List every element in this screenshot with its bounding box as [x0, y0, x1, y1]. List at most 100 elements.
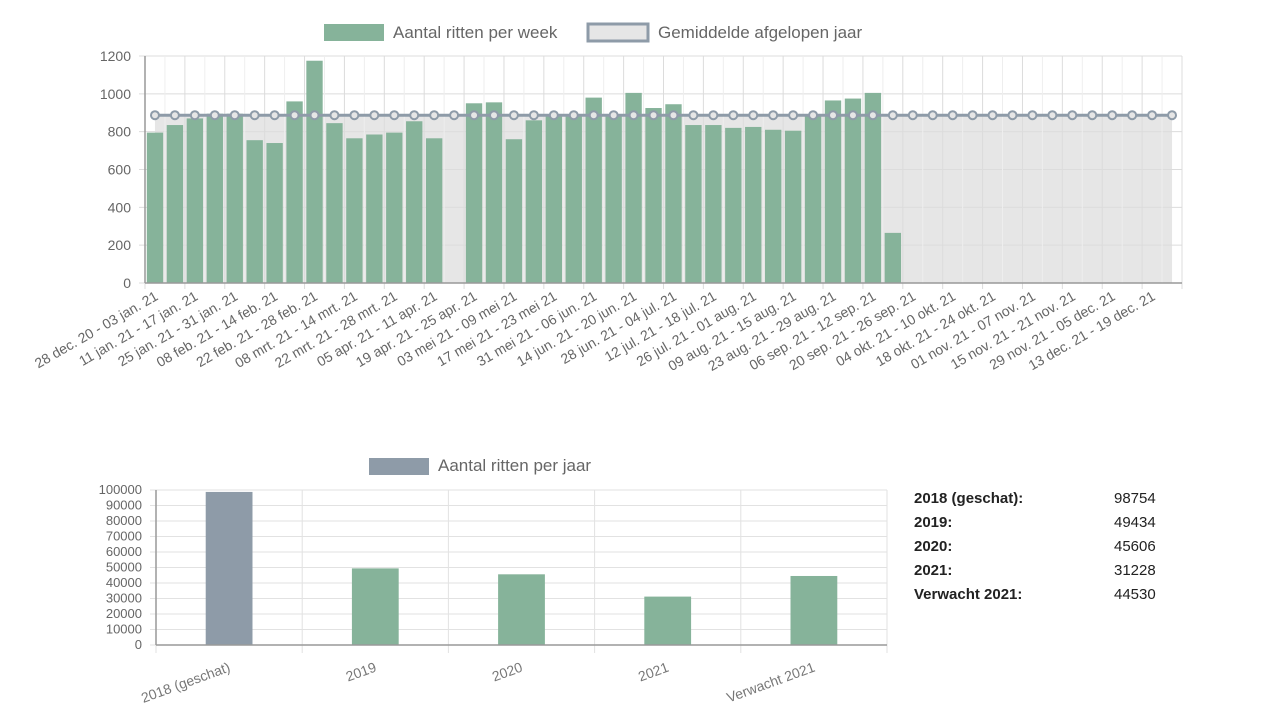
average-point [628, 110, 639, 121]
bar-yearly [790, 575, 838, 645]
x-tick-label: 2019 [344, 659, 379, 685]
y-tick-label: 30000 [106, 591, 142, 606]
average-point [469, 110, 480, 121]
average-point [748, 110, 759, 121]
average-point [808, 110, 819, 121]
yearly-stats-table: 2018 (geschat): 98754 2019: 49434 2020: … [914, 487, 1174, 607]
y-tick-label: 40000 [106, 575, 142, 590]
bar-weekly [386, 132, 403, 283]
average-point [1167, 110, 1178, 121]
y-tick-label: 50000 [106, 560, 142, 575]
average-point [429, 110, 440, 121]
average-point [1027, 110, 1038, 121]
average-point [1047, 110, 1058, 121]
bar-weekly [625, 92, 642, 283]
average-point [169, 110, 180, 121]
bar-weekly [425, 138, 443, 283]
x-tick-label: 2020 [490, 659, 525, 685]
x-tick-label: 2018 (geschat) [139, 659, 232, 706]
bar-weekly [745, 126, 762, 283]
bar-yearly [644, 596, 692, 645]
stat-label: 2018 (geschat): [914, 490, 1024, 507]
bar-weekly [844, 98, 862, 283]
y-tick-label: 60000 [106, 544, 142, 559]
bar-weekly [685, 125, 702, 283]
legend-label-average: Gemiddelde afgelopen jaar [658, 23, 862, 42]
stat-label: 2021: [914, 562, 953, 579]
stat-row: 2018 (geschat): 98754 [914, 487, 1174, 511]
average-point [588, 110, 599, 121]
bar-yearly [498, 574, 545, 645]
legend-swatch-yearly [369, 458, 429, 475]
y-tick-label: 0 [135, 637, 142, 652]
average-point [947, 110, 958, 121]
bar-weekly [186, 118, 204, 283]
stat-row: Verwacht 2021: 44530 [914, 583, 1174, 607]
stat-row: 2021: 31228 [914, 559, 1174, 583]
average-point [987, 110, 998, 121]
average-point [728, 110, 739, 121]
bar-weekly [485, 102, 503, 284]
x-tick-label: 2021 [636, 659, 671, 685]
bar-weekly [725, 127, 742, 283]
x-tick-label: Verwacht 2021 [724, 659, 817, 706]
bar-weekly [824, 100, 842, 284]
average-point [887, 110, 898, 121]
average-point [269, 110, 280, 121]
y-tick-label: 1000 [100, 86, 131, 102]
average-point [1007, 110, 1018, 121]
average-point [648, 110, 659, 121]
bar-weekly [864, 92, 882, 283]
average-point [788, 110, 799, 121]
average-point [548, 110, 559, 121]
y-tick-label: 70000 [106, 529, 142, 544]
average-point [867, 110, 878, 121]
average-point [1067, 110, 1078, 121]
average-point [1107, 110, 1118, 121]
y-tick-label: 200 [108, 237, 132, 253]
average-point [768, 110, 779, 121]
bar-weekly [246, 140, 263, 283]
bar-weekly [366, 134, 383, 283]
y-tick-label: 20000 [106, 606, 142, 621]
bar-weekly [286, 101, 303, 284]
y-tick-label: 0 [123, 275, 131, 291]
stat-value: 31228 [1114, 562, 1156, 579]
legend-swatch-weekly [324, 24, 384, 41]
bar-weekly [166, 125, 184, 283]
average-point [1087, 110, 1098, 121]
average-point [349, 110, 360, 121]
average-point [449, 110, 460, 121]
bar-weekly [605, 116, 622, 284]
y-tick-label: 100000 [99, 482, 142, 497]
stat-value: 98754 [1114, 490, 1156, 507]
y-tick-label: 80000 [106, 513, 142, 528]
average-point [409, 110, 420, 121]
bar-weekly [804, 114, 822, 284]
stat-label: 2019: [914, 514, 953, 531]
average-point [608, 110, 619, 121]
average-point [847, 110, 858, 121]
average-point [329, 110, 340, 121]
average-point [668, 110, 679, 121]
average-point [249, 110, 260, 121]
y-tick-label: 400 [108, 199, 132, 215]
y-tick-label: 800 [108, 124, 132, 140]
stat-label: Verwacht 2021: [914, 586, 1023, 603]
bar-weekly [406, 121, 423, 283]
bar-weekly [565, 116, 582, 284]
legend-label-weekly: Aantal ritten per week [393, 23, 558, 42]
bar-weekly [465, 103, 483, 284]
average-point [508, 110, 519, 121]
bar-weekly [346, 138, 363, 283]
average-point [1127, 110, 1138, 121]
bar-weekly [226, 113, 243, 283]
stat-value: 49434 [1114, 514, 1156, 531]
bar-weekly [585, 97, 602, 283]
bar-weekly [784, 130, 802, 283]
average-point [149, 110, 160, 121]
bar-weekly [705, 125, 722, 283]
average-point [967, 110, 978, 121]
average-point [369, 110, 380, 121]
average-point [189, 110, 200, 121]
